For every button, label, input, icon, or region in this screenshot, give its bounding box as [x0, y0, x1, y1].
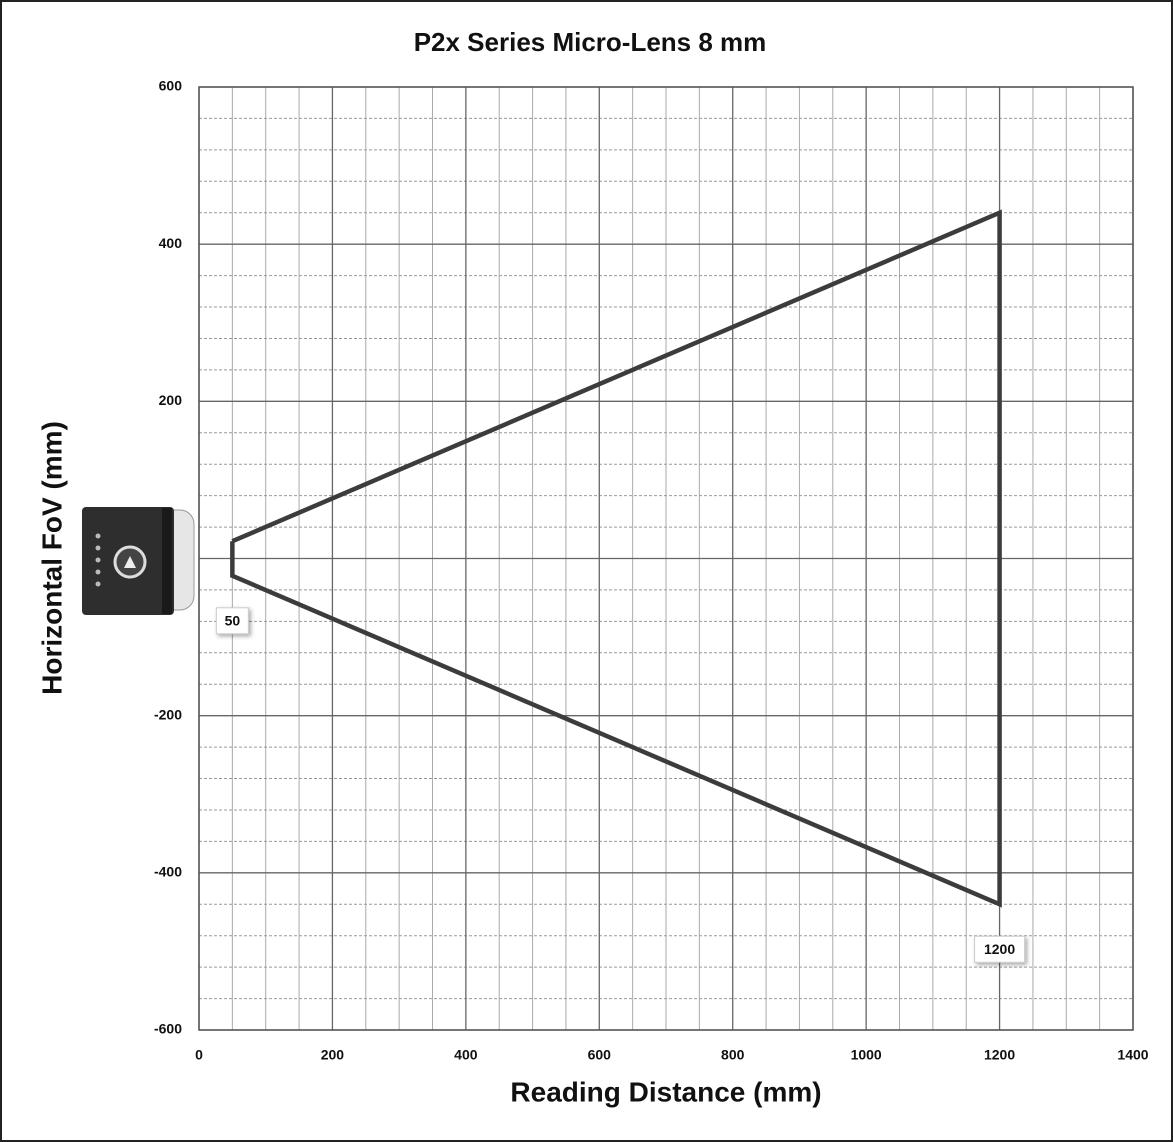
plot-area: 0200400600800100012001400-600-400-200020… — [154, 78, 1149, 1063]
label-box — [974, 935, 1026, 963]
y-axis-label: Horizontal FoV (mm) — [36, 421, 67, 695]
plot-border — [198, 86, 1134, 1031]
x-tick-label: 800 — [721, 1047, 745, 1063]
x-tick-label: 200 — [321, 1047, 345, 1063]
y-tick-label: -600 — [154, 1021, 182, 1037]
x-tick-label: 1000 — [851, 1047, 882, 1063]
y-tick-label: 600 — [159, 78, 183, 94]
x-tick-label: 600 — [588, 1047, 612, 1063]
y-tick-label: -200 — [154, 706, 182, 722]
point-label: 1200 — [984, 941, 1015, 957]
label-box — [215, 607, 249, 635]
y-tick-label: 400 — [159, 235, 183, 251]
x-tick-label: 400 — [454, 1047, 478, 1063]
y-tick-label: 200 — [159, 392, 183, 408]
x-axis-label: Reading Distance (mm) — [510, 1076, 821, 1107]
x-tick-label: 0 — [195, 1047, 203, 1063]
point-label: 50 — [225, 612, 241, 628]
x-tick-label: 1400 — [1117, 1047, 1148, 1063]
fov-line — [230, 209, 1002, 908]
y-tick-label: -400 — [154, 864, 182, 880]
chart-title: P2x Series Micro-Lens 8 mm — [414, 27, 767, 57]
camera-icon — [82, 507, 195, 615]
x-tick-label: 1200 — [984, 1047, 1015, 1063]
